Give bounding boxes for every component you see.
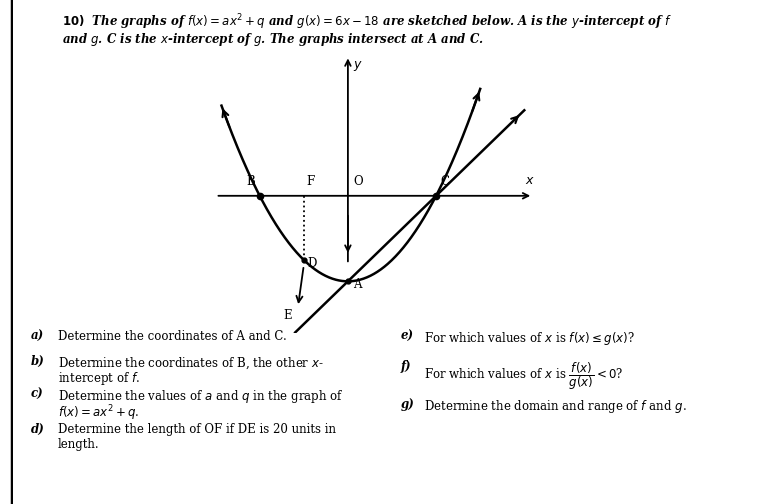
Text: f): f) xyxy=(400,360,411,373)
Text: $y$: $y$ xyxy=(353,59,363,73)
Text: C: C xyxy=(440,175,450,188)
Text: and $g$. C is the $x$-intercept of $g$. The graphs intersect at A and C.: and $g$. C is the $x$-intercept of $g$. … xyxy=(62,31,484,48)
Text: Determine the coordinates of A and C.: Determine the coordinates of A and C. xyxy=(58,330,286,343)
Text: $\bf{10)}$  The graphs of $f(x)=ax^2+q$ and $g(x)=6x-18$ are sketched below. A i: $\bf{10)}$ The graphs of $f(x)=ax^2+q$ a… xyxy=(62,13,671,32)
Text: E: E xyxy=(283,308,292,322)
Text: D: D xyxy=(307,257,316,270)
Text: d): d) xyxy=(31,423,45,436)
Text: c): c) xyxy=(31,388,43,401)
Text: e): e) xyxy=(400,330,413,343)
Text: $f(x)=ax^2+q$.: $f(x)=ax^2+q$. xyxy=(58,403,139,423)
Text: g): g) xyxy=(400,398,414,411)
Text: A: A xyxy=(353,278,362,291)
Text: intercept of $f$.: intercept of $f$. xyxy=(58,370,140,388)
Text: For which values of $x$ is $f(x)\leq g(x)$?: For which values of $x$ is $f(x)\leq g(x… xyxy=(424,330,634,347)
Text: For which values of $x$ is $\dfrac{f(x)}{g(x)}<0$?: For which values of $x$ is $\dfrac{f(x)}… xyxy=(424,360,623,392)
Text: Determine the coordinates of B, the other $x$-: Determine the coordinates of B, the othe… xyxy=(58,355,323,371)
Text: Determine the domain and range of $f$ and $g$.: Determine the domain and range of $f$ an… xyxy=(424,398,686,415)
Text: Determine the length of OF if DE is 20 units in: Determine the length of OF if DE is 20 u… xyxy=(58,423,336,436)
Text: $x$: $x$ xyxy=(525,174,534,187)
Text: Determine the values of $a$ and $q$ in the graph of: Determine the values of $a$ and $q$ in t… xyxy=(58,388,343,405)
Text: b): b) xyxy=(31,355,45,368)
Text: F: F xyxy=(306,175,315,188)
Text: length.: length. xyxy=(58,438,99,452)
Text: O: O xyxy=(353,175,363,188)
Text: B: B xyxy=(246,175,256,188)
Text: a): a) xyxy=(31,330,44,343)
